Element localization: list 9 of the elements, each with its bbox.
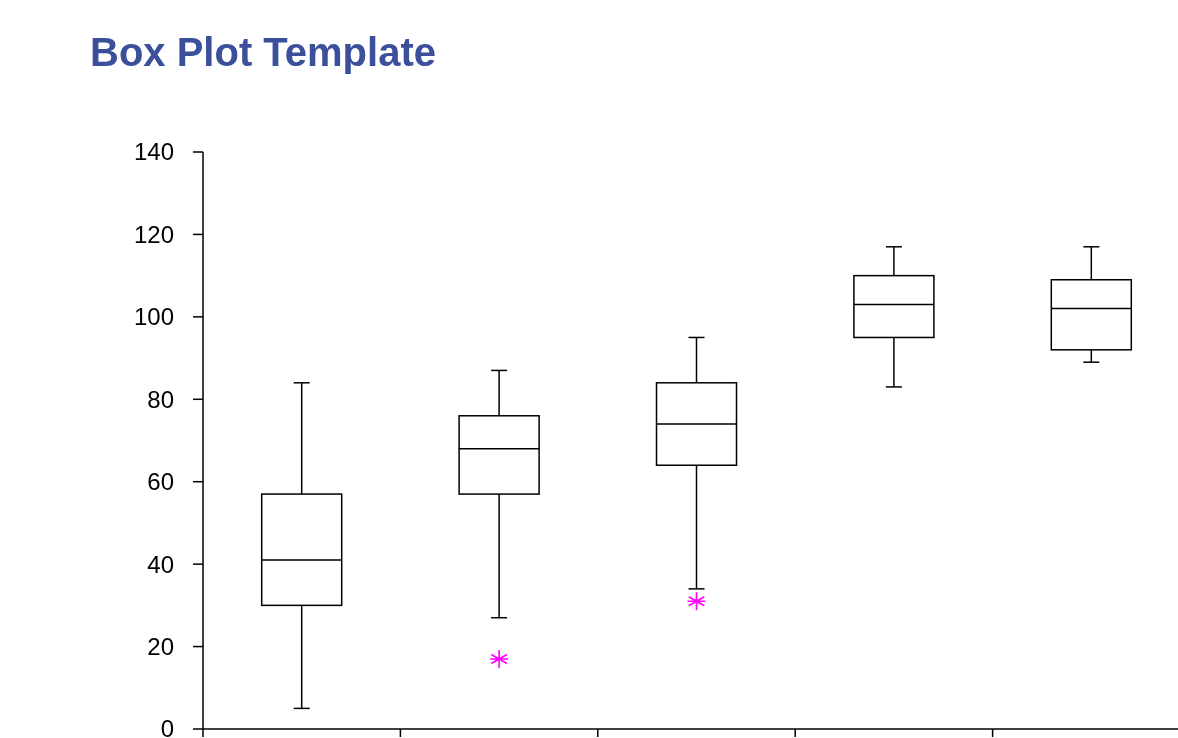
y-tick-label: 120 [133, 220, 174, 248]
y-tick-label: 140 [133, 138, 174, 166]
y-tick-label: 60 [147, 468, 174, 496]
y-tick-label: 20 [147, 632, 174, 660]
y-tick-label: 100 [133, 303, 174, 331]
y-tick-label: 40 [147, 550, 174, 578]
chart-title: Box Plot Template [90, 30, 436, 74]
y-tick-label: 0 [160, 715, 174, 738]
y-tick-label: 80 [147, 385, 174, 413]
